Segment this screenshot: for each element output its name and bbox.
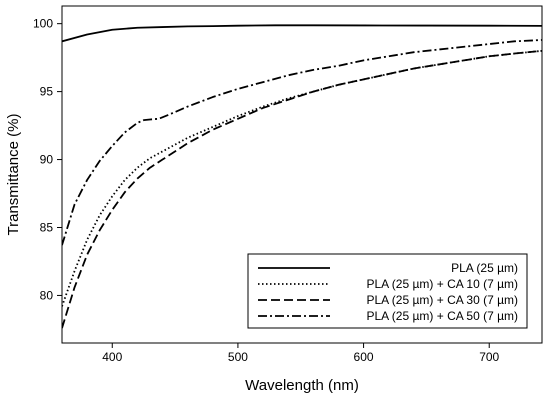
y-tick-label: 95	[40, 85, 54, 99]
legend-label-2: PLA (25 µm) + CA 10 (7 µm)	[366, 277, 518, 291]
y-tick-label: 80	[40, 288, 54, 302]
x-tick-label: 600	[354, 350, 374, 364]
x-tick-label: 500	[228, 350, 248, 364]
plot-frame	[61, 5, 543, 344]
x-tick-label: 400	[102, 350, 122, 364]
x-tick-label: 700	[479, 350, 499, 364]
x-axis-title: Wavelength (nm)	[245, 377, 359, 394]
y-axis-title: Transmittance (%)	[5, 114, 22, 236]
series-line-3	[62, 49, 542, 329]
y-tick-label: 90	[40, 153, 54, 167]
y-axis-ticks: 80 85 90 95 100	[33, 17, 62, 302]
plot-area	[62, 24, 542, 329]
legend-items: PLA (25 µm) PLA (25 µm) + CA 10 (7 µm) PLA…	[258, 261, 518, 323]
legend: PLA (25 µm) PLA (25 µm) + CA 10 (7 µm) PLA…	[247, 253, 528, 329]
series-line-1	[62, 24, 542, 43]
series-line-4	[62, 39, 542, 246]
legend-label-1: PLA (25 µm)	[451, 261, 518, 275]
x-axis-ticks: 400 500 600 700	[102, 343, 500, 364]
legend-label-3: PLA (25 µm) + CA 30 (7 µm)	[366, 293, 518, 307]
y-tick-label: 100	[33, 17, 53, 31]
y-tick-label: 85	[40, 220, 54, 234]
legend-label-4: PLA (25 µm) + CA 50 (7 µm)	[366, 309, 518, 323]
